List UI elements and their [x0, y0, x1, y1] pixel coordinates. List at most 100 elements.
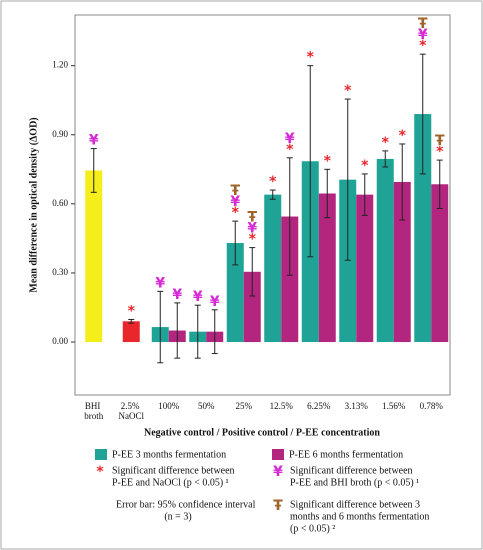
error-bar	[344, 98, 351, 261]
legend-symbol: ¥	[273, 464, 283, 480]
bar	[339, 179, 357, 343]
legend-text: P-EE and NaOCl (p < 0.05) ¹	[112, 477, 229, 488]
y-tick-label: 0.90	[52, 129, 68, 139]
x-tick-label: 2.5% NaOCl	[119, 401, 145, 421]
error-bar	[194, 304, 201, 359]
x-tick-label-line: 2.5%	[121, 401, 142, 411]
bar	[226, 243, 244, 343]
significance-marker: *	[399, 128, 407, 144]
legend-swatch	[95, 449, 107, 460]
significance-marker: *	[269, 174, 277, 190]
x-tick-label-line: 3.13%	[345, 401, 369, 411]
x-tick-label-line: 50%	[198, 401, 215, 411]
x-tick-label: 3.13%	[345, 401, 369, 411]
error-bar	[399, 143, 406, 221]
y-tick-label: 1.20	[52, 60, 68, 70]
significance-marker: Ŧ	[418, 16, 428, 32]
x-tick-label: 0.78%	[420, 401, 444, 411]
x-tick-label-line: 6.25%	[307, 401, 331, 411]
significance-marker: ¥	[285, 131, 295, 147]
legend-label: P-EE 3 months fermentation	[112, 449, 226, 460]
significance-marker: ¥	[193, 289, 203, 305]
error-bar	[157, 290, 164, 364]
x-tick-label-line: BHI	[85, 401, 103, 411]
legend-text: (p < 0.05) ²	[290, 523, 335, 534]
significance-marker: *	[307, 50, 315, 66]
x-tick-label: 6.25%	[307, 401, 331, 411]
legend-text: Significant difference between	[290, 465, 413, 476]
bar	[122, 321, 140, 343]
significance-marker: *	[128, 303, 136, 319]
x-tick-label: 100%	[158, 401, 180, 411]
error-bar	[269, 189, 276, 200]
significance-marker: ¥	[247, 221, 257, 237]
error-bar	[249, 247, 256, 297]
significance-marker: ¥	[230, 194, 240, 210]
significance-marker: ¥	[418, 27, 428, 43]
bar	[414, 114, 432, 343]
legend-swatch	[272, 449, 284, 460]
bar	[281, 216, 299, 343]
x-tick-label-line: 12.5%	[270, 401, 294, 411]
bar	[264, 194, 282, 343]
error-bar	[419, 53, 426, 175]
significance-marker: *	[344, 83, 352, 99]
significance-marker: *	[382, 135, 390, 151]
error-note: (n = 3)	[164, 511, 191, 522]
x-tick-label-line: broth	[84, 411, 103, 421]
significance-marker: *	[324, 153, 332, 169]
legend-label: P-EE 6 months fermentation	[289, 449, 403, 460]
bar	[393, 181, 411, 343]
significance-marker: *	[419, 38, 427, 54]
error-bar	[90, 148, 97, 193]
error-bar	[361, 173, 368, 216]
x-tick-label: 12.5%	[270, 401, 294, 411]
x-tick-label-line: 1.56%	[382, 401, 406, 411]
x-tick-label-line: NaOCl	[119, 411, 145, 421]
bar	[376, 158, 394, 343]
error-bar	[324, 168, 331, 219]
bar	[431, 184, 449, 343]
x-tick-label: 25%	[236, 401, 253, 411]
bar	[318, 193, 336, 343]
bar	[243, 271, 261, 343]
significance-marker: Ŧ	[247, 210, 257, 226]
bar	[85, 170, 103, 343]
significance-marker: *	[361, 158, 369, 174]
y-tick-label: 0.00	[52, 336, 68, 346]
significance-marker: *	[286, 142, 294, 158]
legend-text: months and 6 months fermentation	[290, 511, 429, 522]
significance-marker: Ŧ	[230, 183, 240, 199]
x-tick-label-line: 100%	[158, 401, 180, 411]
significance-marker: ¥	[89, 133, 99, 149]
error-bar	[232, 220, 239, 266]
significance-marker: ¥	[210, 294, 220, 310]
x-tick-label-line: 25%	[236, 401, 253, 411]
x-tick-label-line: 0.78%	[420, 401, 444, 411]
bar	[356, 194, 374, 343]
legend-text: Significant difference between	[112, 465, 235, 476]
x-tick-label: BHI broth	[84, 401, 103, 421]
y-tick-label: 0.60	[52, 198, 68, 208]
significance-marker: ¥	[172, 287, 182, 303]
error-note: Error bar: 95% confidence interval	[116, 499, 256, 510]
y-tick-label: 0.30	[52, 267, 68, 277]
error-bar	[436, 159, 443, 209]
error-bar	[286, 157, 293, 276]
x-tick-label: 50%	[198, 401, 215, 411]
legend-symbol: Ŧ	[273, 498, 283, 514]
significance-marker: *	[232, 205, 240, 221]
x-axis-label: Negative control / Positive control / P-…	[144, 427, 380, 438]
error-bar	[307, 65, 314, 258]
legend-symbol: *	[96, 464, 104, 480]
plot-frame	[74, 14, 451, 396]
significance-marker: ¥	[155, 275, 165, 291]
error-bar	[382, 150, 389, 168]
error-bar	[174, 302, 181, 359]
x-tick-label: 1.56%	[382, 401, 406, 411]
significance-marker: *	[249, 232, 257, 248]
legend-text: Significant difference between 3	[290, 499, 420, 510]
y-axis-label: Mean difference in optical density (ΔOD)	[28, 117, 39, 292]
error-bar	[211, 309, 218, 355]
